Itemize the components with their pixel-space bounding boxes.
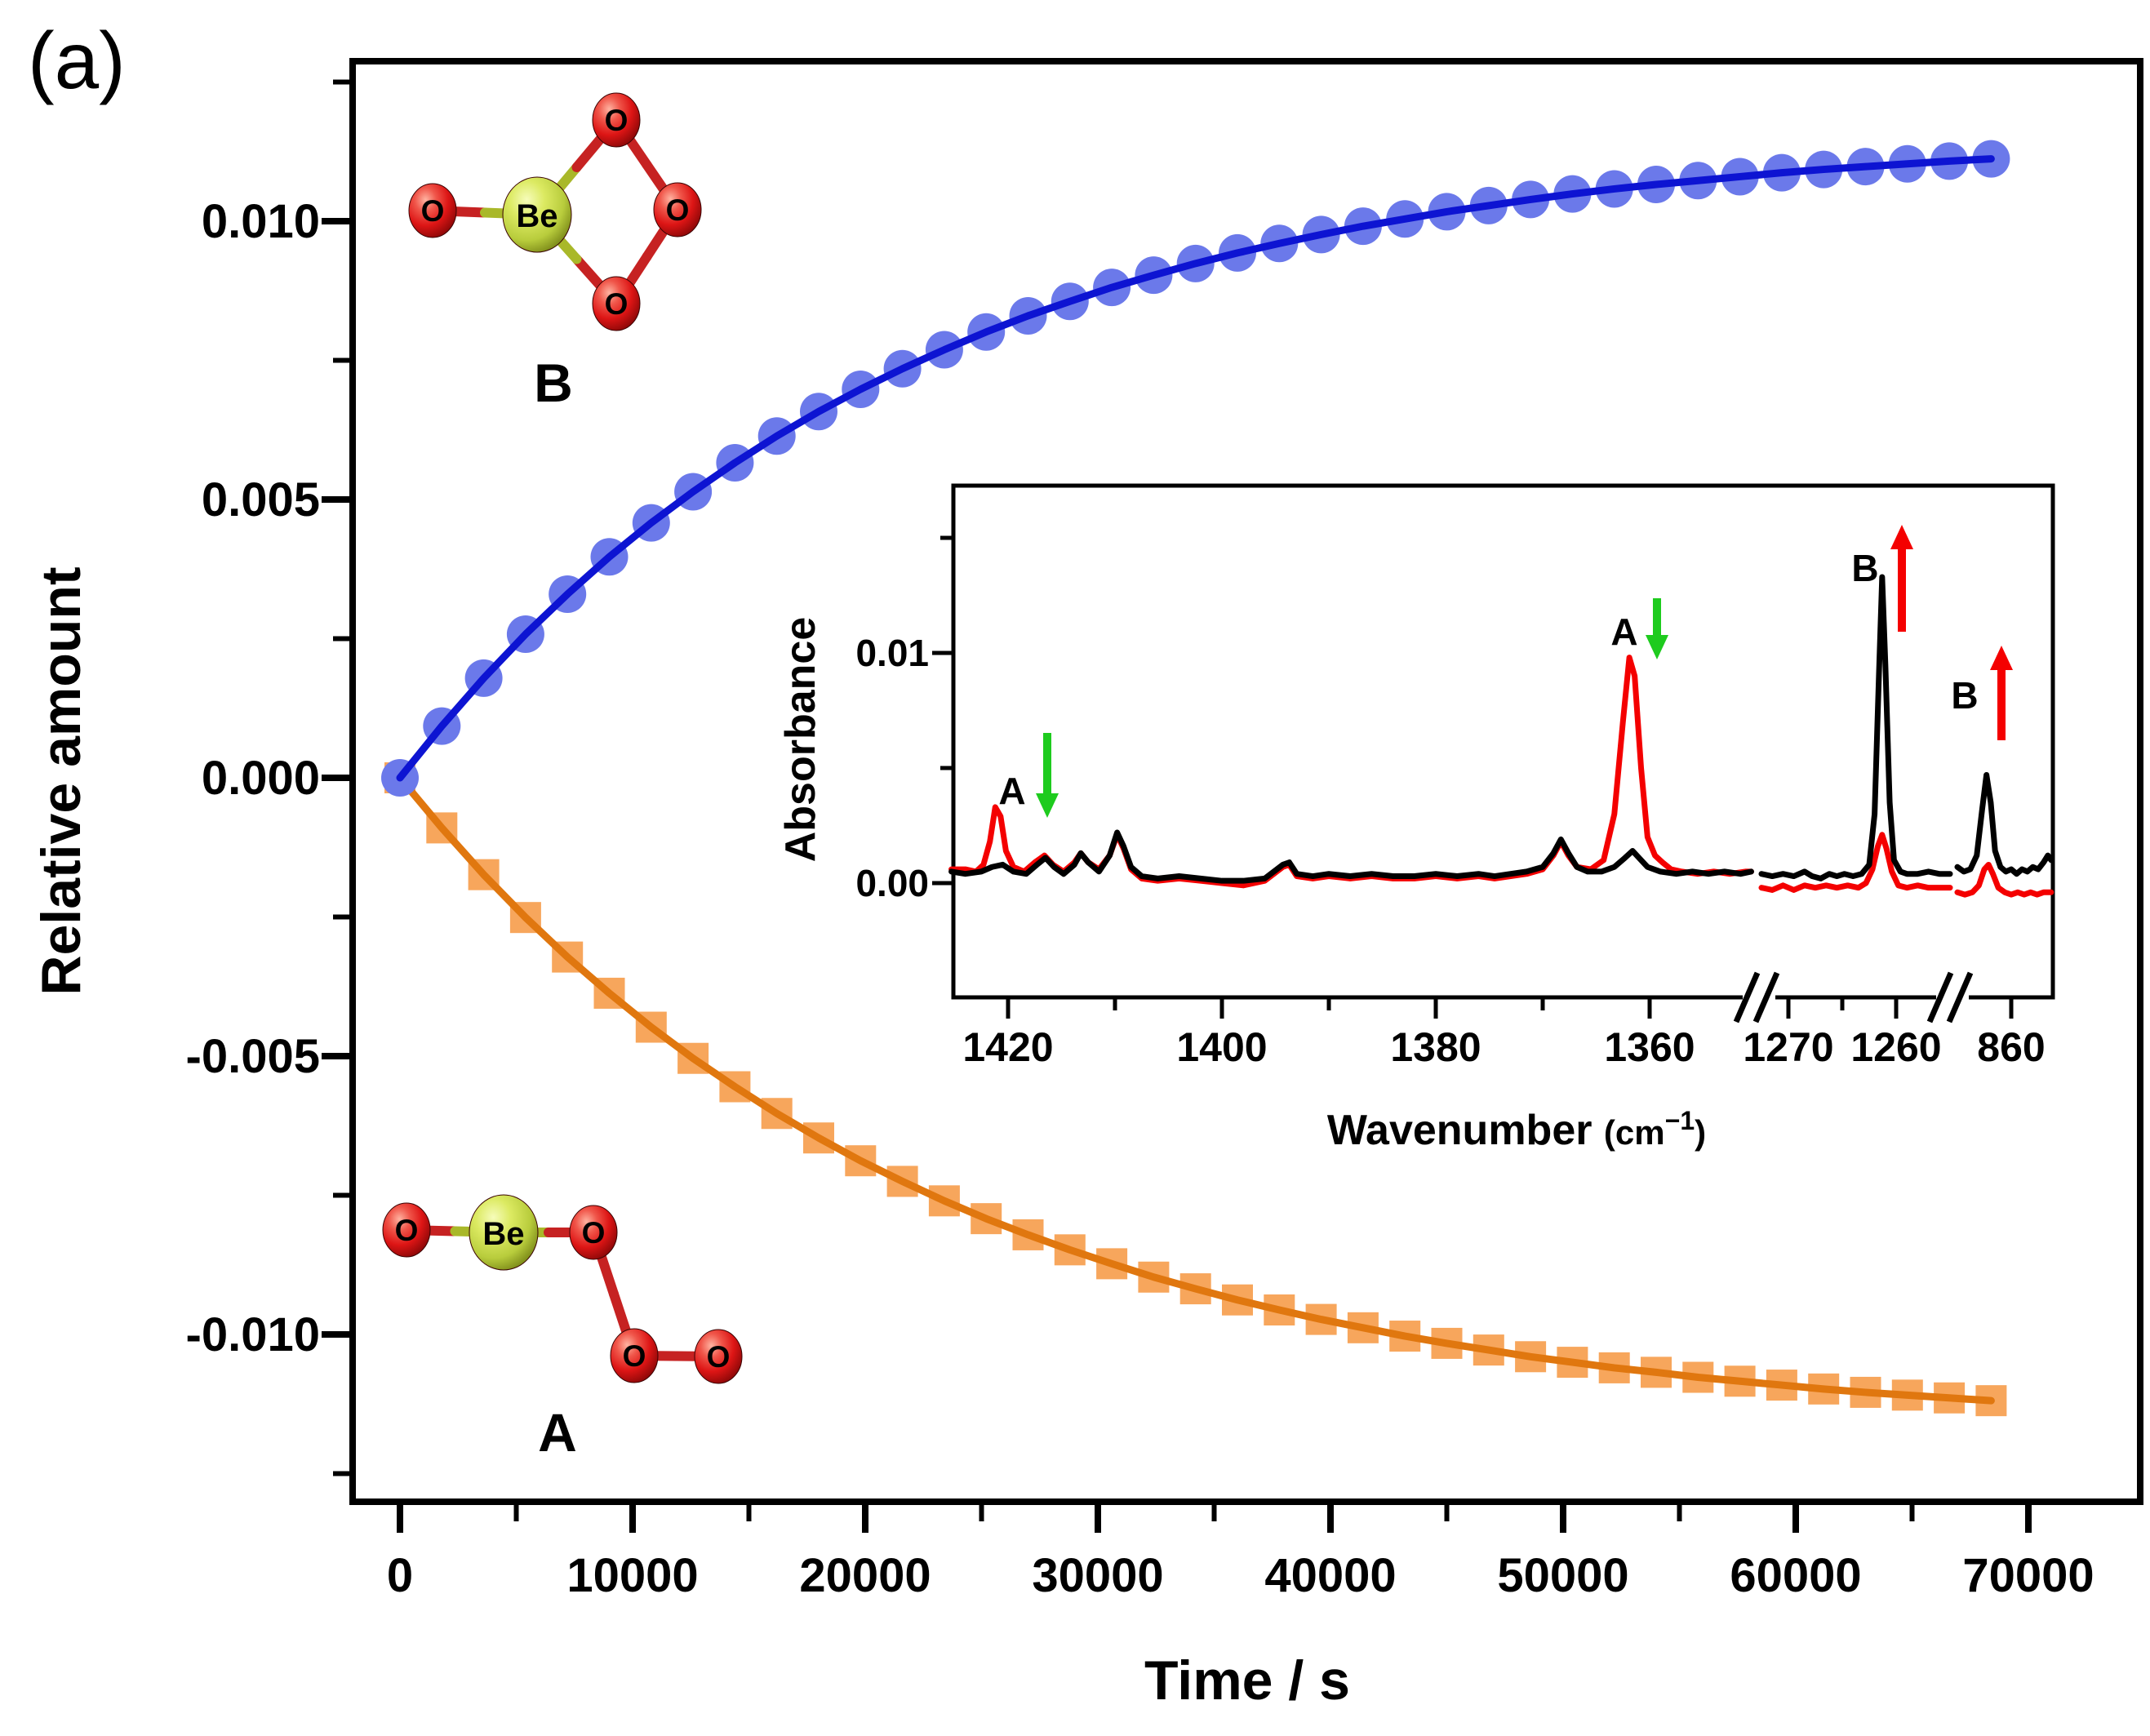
atom-o — [694, 1329, 743, 1384]
atom-o — [653, 182, 702, 238]
inset-x-tick-label: 1260 — [1850, 1024, 1941, 1070]
atom-label: O — [395, 1214, 419, 1247]
series-a — [384, 762, 2007, 1417]
inset-x-tick-label: 1420 — [962, 1024, 1053, 1070]
atom-label: O — [623, 1339, 646, 1373]
x-tick-label: 70000 — [1962, 1549, 2094, 1602]
atom-o — [382, 1202, 431, 1258]
molecule-letter-B: B — [534, 353, 573, 413]
x-tick-label: 50000 — [1497, 1549, 1628, 1602]
y-axis-title: Relative amount — [30, 566, 92, 995]
inset-trace-black-seg-865-856 — [1954, 771, 2054, 877]
y-tick-label: 0.010 — [202, 195, 320, 248]
inset-x-tick-label: 860 — [1977, 1024, 2045, 1070]
atom-label: Be — [482, 1216, 524, 1252]
inset-trace-red-seg-1272-1255 — [1758, 832, 1953, 893]
inset-y-tick-label: 0.00 — [855, 862, 929, 904]
inset-trace-red-seg-865-856 — [1954, 861, 2054, 898]
y-tick-label: 0.000 — [202, 752, 320, 805]
atom-o — [408, 183, 457, 238]
inset-y-axis-title: Absorbance — [777, 617, 824, 863]
atom-be — [469, 1194, 539, 1271]
inset-frame — [951, 483, 2055, 1000]
inset-peak-label-A: A — [998, 770, 1025, 812]
inset-x-tick-label: 1270 — [1743, 1024, 1833, 1070]
inset-plot: 0.01 0.00 1420 1400 1380 1360 1270 1260 860 Absor… — [777, 483, 2055, 1154]
y-tick-label: 0.005 — [202, 473, 320, 526]
inset-trace-black-seg-1425-1350 — [948, 829, 1754, 884]
atom-o — [610, 1328, 659, 1383]
atom-be — [502, 176, 572, 253]
axis-break-slash — [1733, 971, 1761, 1023]
atom-o — [592, 92, 641, 148]
axis-break-slash — [1946, 971, 1974, 1023]
y-tick-label: -0.010 — [186, 1308, 320, 1361]
inset-x-tick-label: 1380 — [1390, 1024, 1481, 1070]
inset-y-tick-label: 0.01 — [855, 632, 929, 674]
x-tick-label: 30000 — [1032, 1549, 1163, 1602]
x-tick-label: 10000 — [566, 1549, 698, 1602]
down-arrowhead-icon — [1036, 793, 1059, 818]
atom-label: Be — [516, 198, 557, 234]
up-arrowhead-icon — [1890, 525, 1913, 549]
main-plot-frame — [349, 58, 2143, 1505]
x-tick-label: 60000 — [1730, 1549, 1861, 1602]
inset-trace-black-seg-1272-1255 — [1758, 574, 1953, 881]
inset-x-tick-label: 1400 — [1176, 1024, 1267, 1070]
atom-label: O — [582, 1216, 606, 1250]
main-plot: 0 10000 20000 30000 40000 50000 60000 70000 0.01… — [30, 58, 2143, 1712]
up-arrowhead-icon — [1990, 646, 2013, 670]
molecule-letter-A: A — [538, 1402, 577, 1463]
down-arrowhead-icon — [1646, 635, 1668, 659]
atom-label: O — [707, 1340, 731, 1374]
atom-label: O — [605, 104, 629, 137]
panel-label: (a) — [28, 16, 126, 105]
x-tick-label: 40000 — [1264, 1549, 1396, 1602]
inset-peak-label-A: A — [1610, 610, 1637, 653]
inset-peak-label-B: B — [1951, 674, 1978, 717]
inset-peak-label-B: B — [1851, 547, 1878, 589]
series-b — [381, 140, 2010, 797]
x-axis-title: Time / s — [1144, 1649, 1350, 1712]
inset-x-axis-title: Wavenumber (cm−1) — [1327, 1106, 1706, 1154]
series-a-fit-line — [396, 774, 1995, 1405]
molecule-a: O Be O O O A — [382, 1194, 743, 1463]
inset-x-tick-label: 1360 — [1604, 1024, 1695, 1070]
axis-break-slash — [1926, 971, 1954, 1023]
atom-label: O — [421, 194, 445, 228]
x-tick-label: 20000 — [799, 1549, 931, 1602]
atom-label: O — [666, 193, 690, 227]
axis-break-slash — [1752, 971, 1780, 1023]
atom-o — [592, 276, 641, 331]
atom-label: O — [605, 287, 629, 321]
series-b-fit-line — [396, 155, 1995, 782]
atom-o — [569, 1205, 618, 1260]
y-tick-label: -0.005 — [186, 1030, 320, 1083]
x-tick-label: 0 — [387, 1549, 413, 1602]
